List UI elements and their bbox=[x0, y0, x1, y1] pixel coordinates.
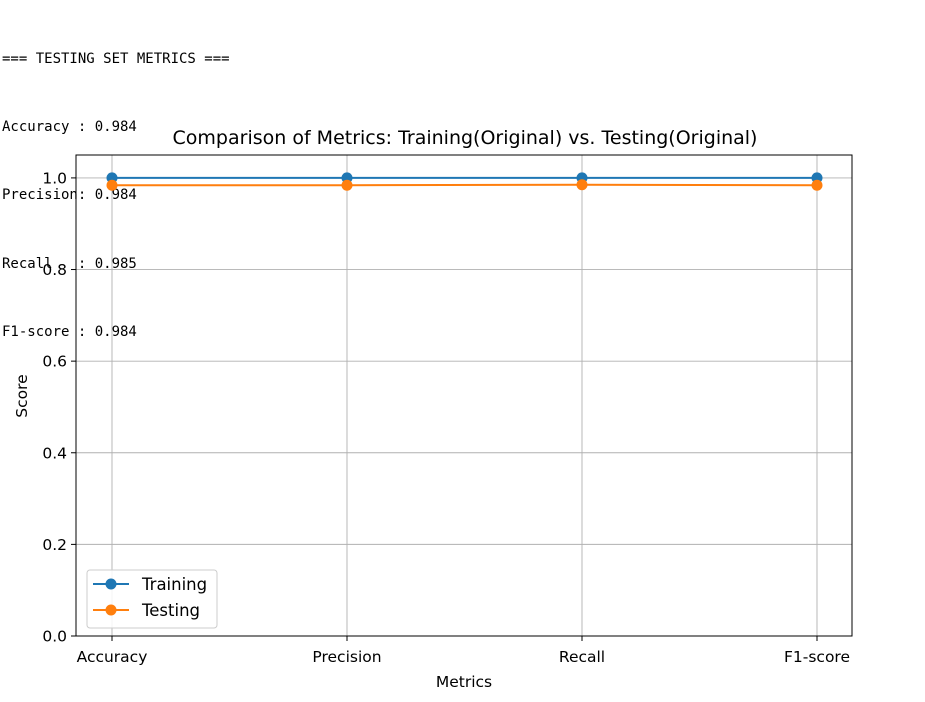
legend: Training Testing bbox=[86, 569, 218, 629]
y-axis-label: Score bbox=[13, 374, 31, 417]
data-point bbox=[576, 179, 588, 191]
plot-frame bbox=[75, 154, 853, 637]
axis-ticks: Accuracy Precision Recall F1-score 0.0 0.2 0.4… bbox=[42, 169, 850, 666]
legend-label: Testing bbox=[141, 601, 200, 620]
series-training bbox=[106, 172, 823, 184]
data-point bbox=[811, 179, 823, 191]
console-line-accuracy: Accuracy : 0.984 bbox=[2, 118, 137, 135]
grid-lines bbox=[76, 155, 852, 637]
legend-marker bbox=[105, 578, 117, 590]
series-testing bbox=[106, 179, 823, 191]
x-axis-label: Metrics bbox=[436, 673, 492, 691]
legend-marker bbox=[105, 604, 117, 616]
y-tick-label: 0.8 bbox=[42, 261, 67, 279]
x-tick-label: F1-score bbox=[784, 648, 850, 666]
chart-title: Comparison of Metrics: Training(Original… bbox=[173, 127, 758, 149]
x-tick-label: Accuracy bbox=[77, 648, 148, 666]
x-tick-label: Precision bbox=[312, 648, 381, 666]
console-output: === TESTING SET METRICS === Accuracy : 0… bbox=[2, 2, 230, 367]
console-line-f1: F1-score : 0.984 bbox=[2, 324, 137, 341]
data-point bbox=[106, 179, 118, 191]
y-tick-label: 0.6 bbox=[42, 353, 67, 371]
legend-label: Training bbox=[141, 575, 207, 594]
console-line-header: === TESTING SET METRICS === bbox=[2, 50, 230, 67]
series-layer bbox=[106, 172, 823, 191]
y-tick-label: 0.0 bbox=[42, 628, 67, 646]
console-line-recall: Recall : 0.985 bbox=[2, 255, 137, 272]
y-tick-label: 0.2 bbox=[42, 536, 67, 554]
y-tick-label: 1.0 bbox=[42, 169, 67, 187]
data-point bbox=[341, 179, 353, 191]
x-tick-label: Recall bbox=[559, 648, 605, 666]
console-line-precision: Precision: 0.984 bbox=[2, 187, 137, 204]
y-tick-label: 0.4 bbox=[42, 444, 67, 462]
